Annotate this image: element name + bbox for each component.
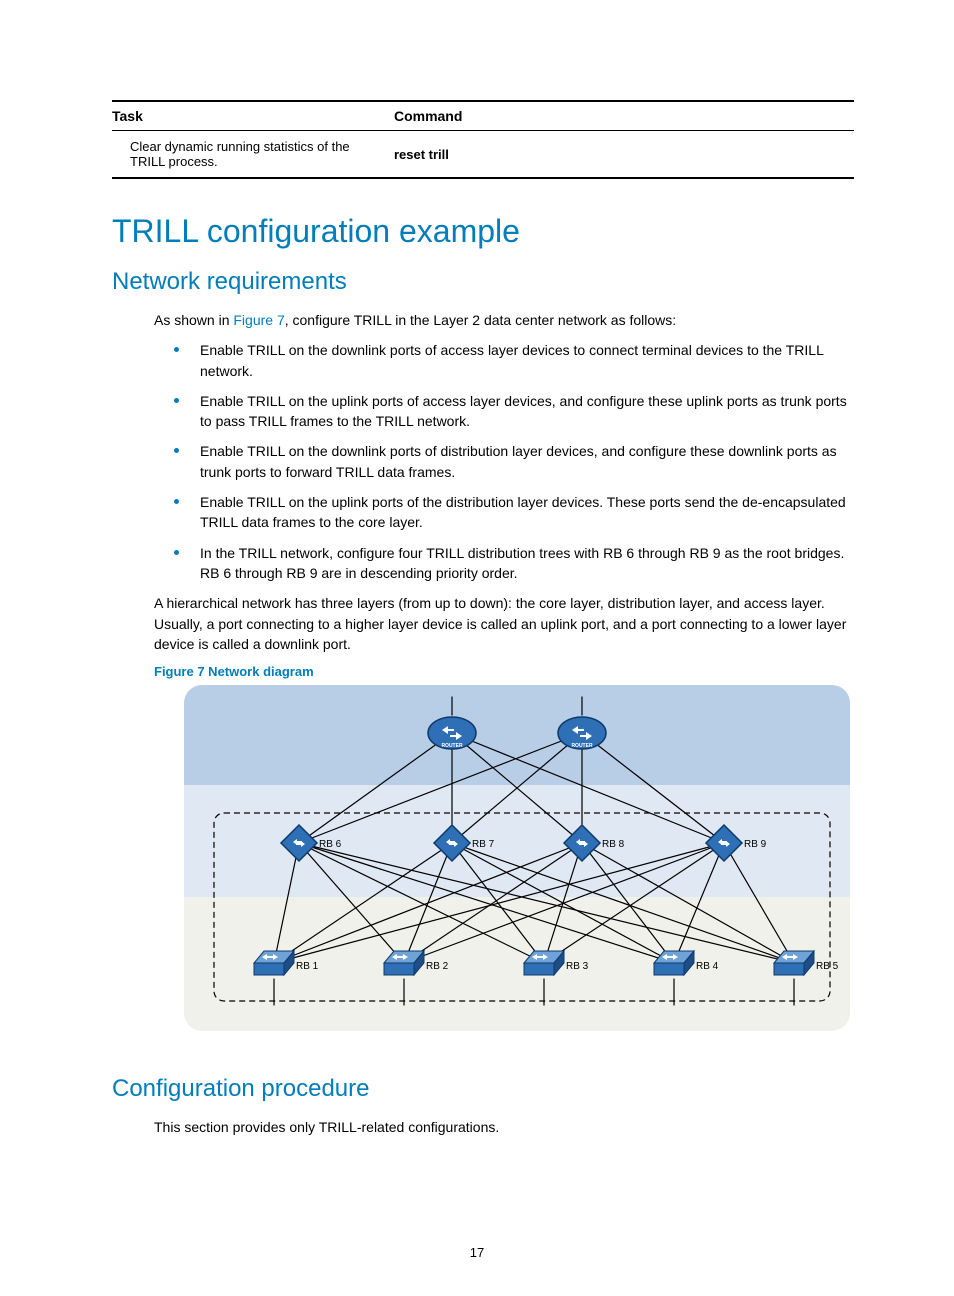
table-header-task: Task — [112, 101, 394, 131]
list-item: Enable TRILL on the downlink ports of ac… — [174, 340, 854, 381]
list-item: Enable TRILL on the uplink ports of the … — [174, 492, 854, 533]
config-procedure-paragraph: This section provides only TRILL-related… — [154, 1117, 854, 1137]
svg-text:RB 1: RB 1 — [296, 961, 319, 972]
figure-caption: Figure 7 Network diagram — [154, 664, 854, 679]
svg-text:ROUTER: ROUTER — [441, 743, 463, 749]
section-heading-config-procedure: Configuration procedure — [112, 1075, 854, 1103]
svg-text:RB 3: RB 3 — [566, 961, 589, 972]
list-item: Enable TRILL on the uplink ports of acce… — [174, 391, 854, 432]
page-number: 17 — [0, 1245, 954, 1260]
command-table: Task Command Clear dynamic running stati… — [112, 100, 854, 179]
intro-paragraph: As shown in Figure 7, configure TRILL in… — [154, 310, 854, 330]
table-header-command: Command — [394, 101, 854, 131]
intro-text-pre: As shown in — [154, 312, 233, 328]
svg-text:RB 4: RB 4 — [696, 961, 719, 972]
figure-link[interactable]: Figure 7 — [233, 312, 284, 328]
network-diagram: ROUTER ROUTER RB 6 RB 7 RB 8 RB 9 RB 1 RB 2 RB 3… — [184, 685, 850, 1031]
bullet-list: Enable TRILL on the downlink ports of ac… — [174, 340, 854, 583]
network-layers-paragraph: A hierarchical network has three layers … — [154, 593, 854, 654]
svg-text:RB 7: RB 7 — [472, 839, 495, 850]
svg-text:ROUTER: ROUTER — [571, 743, 593, 749]
svg-text:RB 9: RB 9 — [744, 839, 767, 850]
svg-text:RB 2: RB 2 — [426, 961, 449, 972]
list-item: Enable TRILL on the downlink ports of di… — [174, 441, 854, 482]
intro-text-post: , configure TRILL in the Layer 2 data ce… — [285, 312, 676, 328]
list-item: In the TRILL network, configure four TRI… — [174, 543, 854, 584]
table-row: Clear dynamic running statistics of the … — [112, 131, 854, 179]
page-title: TRILL configuration example — [112, 213, 854, 250]
table-cell-task: Clear dynamic running statistics of the … — [112, 131, 394, 179]
svg-text:RB 8: RB 8 — [602, 839, 625, 850]
section-heading-network-requirements: Network requirements — [112, 268, 854, 296]
table-cell-command: reset trill — [394, 131, 854, 179]
svg-text:RB 5: RB 5 — [816, 961, 839, 972]
svg-text:RB 6: RB 6 — [319, 839, 342, 850]
